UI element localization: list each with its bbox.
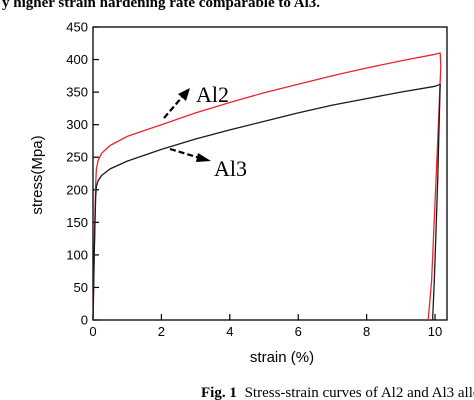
figure-caption-text: Stress-strain curves of Al2 and Al3 allo… [245,385,474,400]
series-layer [92,52,442,321]
y-tick-label: 0 [81,313,88,328]
y-tick-label: 400 [66,52,88,67]
series-line-al3 [92,83,441,321]
x-tick-label: 2 [158,324,165,339]
x-tick-label: 8 [363,324,370,339]
al2-arrowhead [178,88,190,101]
figure-caption-label: Fig. 1 [201,385,237,400]
al2-arrow-shaft [163,95,184,119]
y-tick-label: 350 [66,85,88,100]
x-tick-label: 4 [226,324,233,339]
header-text-fragment: y higher strain hardening rate comparabl… [2,0,320,11]
y-tick-label: 50 [74,280,88,295]
annotation-layer: Al2 Al3 [163,82,247,181]
series-line-al2 [92,52,442,321]
x-axis-title: strain (%) [250,349,314,366]
y-tick-label: 150 [66,215,88,230]
plot-frame [92,26,448,321]
x-axis-ticks: 0 2 4 6 8 10 [89,314,442,339]
figure-caption: Fig. 1 Stress-strain curves of Al2 and A… [201,385,474,400]
al3-label: Al3 [214,156,247,181]
y-tick-label: 300 [66,117,88,132]
y-axis-ticks: 0 50 100 150 200 250 300 350 400 450 [66,20,99,328]
al3-arrowhead [196,153,211,162]
x-tick-label: 0 [89,324,96,339]
y-tick-label: 200 [66,182,88,197]
y-tick-label: 100 [66,247,88,262]
x-tick-label: 10 [428,324,442,339]
x-tick-label: 6 [295,324,302,339]
y-axis-title: stress(Mpa) [29,135,46,214]
y-tick-label: 450 [66,20,88,35]
al3-arrow-shaft [169,147,201,160]
al2-label: Al2 [196,82,229,107]
y-tick-label: 250 [66,150,88,165]
